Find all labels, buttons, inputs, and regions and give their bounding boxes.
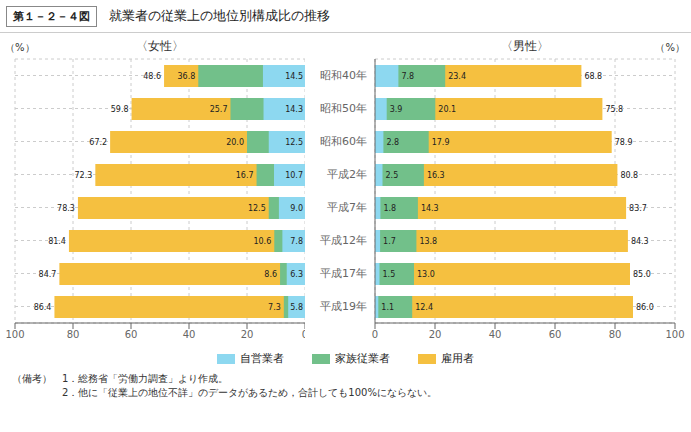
svg-text:86.4: 86.4 [34,303,52,312]
svg-text:16.7: 16.7 [236,171,254,180]
svg-text:20.1: 20.1 [438,105,456,114]
svg-text:昭和60年: 昭和60年 [320,135,367,148]
svg-text:16.3: 16.3 [427,171,445,180]
svg-text:3.9: 3.9 [390,105,403,114]
svg-text:40: 40 [489,329,502,340]
svg-text:1.8: 1.8 [383,204,396,213]
svg-text:10.6: 10.6 [253,237,271,246]
svg-text:20: 20 [429,329,442,340]
svg-text:84.7: 84.7 [39,270,57,279]
svg-text:12.4: 12.4 [415,303,433,312]
svg-text:75.8: 75.8 [605,105,623,114]
svg-text:平成2年: 平成2年 [327,168,367,181]
svg-text:平成19年: 平成19年 [320,300,367,313]
svg-text:13.0: 13.0 [417,270,435,279]
svg-text:23.4: 23.4 [448,72,466,81]
svg-text:36.8: 36.8 [177,72,195,81]
svg-text:10.7: 10.7 [285,171,303,180]
svg-text:5.8: 5.8 [290,303,303,312]
svg-text:86.0: 86.0 [636,303,654,312]
svg-text:20.0: 20.0 [226,138,244,147]
svg-text:7.8: 7.8 [401,72,414,81]
html-text:〈男性〉: 〈男性〉 [501,39,549,53]
svg-text:14.3: 14.3 [421,204,439,213]
svg-text:83.7: 83.7 [629,204,647,213]
svg-text:7.3: 7.3 [268,303,281,312]
svg-text:100: 100 [8,329,25,340]
html-text:家族従業者: 家族従業者 [335,352,390,365]
svg-text:昭和40年: 昭和40年 [320,69,367,82]
svg-text:72.3: 72.3 [75,171,93,180]
html-text:就業者の従業上の地位別構成比の推移: 就業者の従業上の地位別構成比の推移 [109,8,330,23]
svg-text:60: 60 [549,329,562,340]
svg-text:2.8: 2.8 [386,138,399,147]
svg-text:昭和50年: 昭和50年 [320,102,367,115]
svg-text:7.8: 7.8 [290,237,303,246]
svg-text:6.3: 6.3 [290,270,303,279]
html-text:〈女性〉: 〈女性〉 [136,39,184,53]
html-text:自営業者: 自営業者 [240,352,284,365]
svg-text:84.3: 84.3 [631,237,649,246]
html-text:第１－２－４図: 第１－２－４図 [13,9,90,23]
svg-text:1.7: 1.7 [383,237,396,246]
svg-text:67.2: 67.2 [89,138,107,147]
svg-text:1.5: 1.5 [383,270,396,279]
svg-text:80: 80 [609,329,622,340]
svg-text:78.3: 78.3 [57,204,75,213]
svg-text:48.6: 48.6 [143,72,161,81]
svg-text:平成17年: 平成17年 [320,267,367,280]
svg-text:12.5: 12.5 [285,138,303,147]
svg-text:68.8: 68.8 [584,72,602,81]
svg-text:14.5: 14.5 [285,72,303,81]
svg-text:2.5: 2.5 [386,171,399,180]
svg-text:25.7: 25.7 [210,105,228,114]
html-text:（備考） 1．総務省「労働力調査」より作成。: （備考） 1．総務省「労働力調査」より作成。 [12,373,229,384]
svg-text:80.8: 80.8 [620,171,638,180]
svg-text:1.1: 1.1 [381,303,394,312]
svg-text:60: 60 [125,329,138,340]
svg-text:85.0: 85.0 [633,270,651,279]
svg-text:8.6: 8.6 [264,270,277,279]
svg-text:78.9: 78.9 [615,138,633,147]
svg-text:平成12年: 平成12年 [320,234,367,247]
svg-text:0: 0 [372,329,378,340]
svg-text:81.4: 81.4 [48,237,66,246]
svg-text:0: 0 [302,329,305,340]
svg-text:12.5: 12.5 [248,204,266,213]
html-text:2．他に「従業上の地位不詳」のデータがあるため，合計しても1: 2．他に「従業上の地位不詳」のデータがあるため，合計しても100%にならない。 [12,387,437,398]
svg-text:9.0: 9.0 [290,204,303,213]
html-text:雇用者: 雇用者 [441,352,474,365]
svg-text:平成7年: 平成7年 [327,201,367,214]
svg-text:13.8: 13.8 [419,237,437,246]
svg-text:100: 100 [665,329,683,340]
svg-text:40: 40 [183,329,196,340]
svg-text:17.9: 17.9 [432,138,450,147]
svg-text:14.3: 14.3 [285,105,303,114]
svg-text:20: 20 [241,329,254,340]
svg-text:59.8: 59.8 [111,105,129,114]
svg-text:80: 80 [67,329,80,340]
